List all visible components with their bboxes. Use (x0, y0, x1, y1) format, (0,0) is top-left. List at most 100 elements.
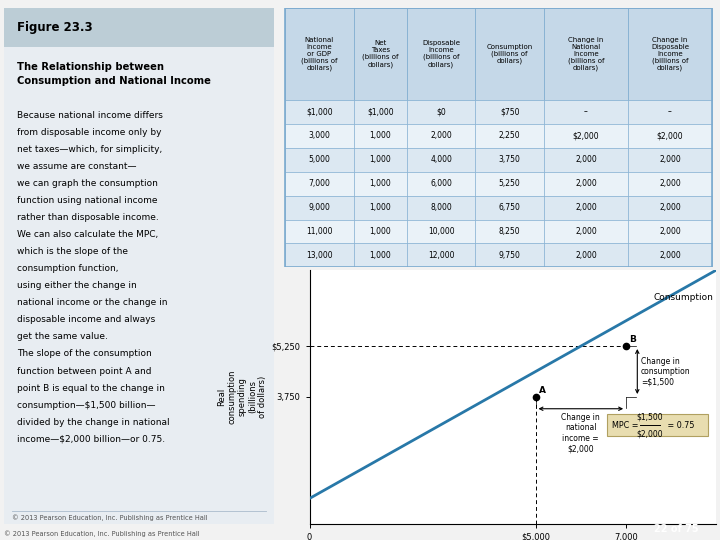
Bar (628, 8, 712, 100)
Text: 3,000: 3,000 (308, 131, 330, 140)
Bar (475, 244, 544, 267)
Text: Disposable
Income
(billions of
dollars): Disposable Income (billions of dollars) (422, 40, 460, 68)
Text: National
Income
or GDP
(billions of
dollars): National Income or GDP (billions of doll… (301, 37, 338, 71)
Text: 3,750: 3,750 (499, 156, 521, 164)
Text: 10,000: 10,000 (428, 227, 454, 236)
Bar (544, 244, 628, 267)
Text: Consumption: Consumption (653, 293, 713, 301)
Bar (354, 172, 407, 195)
Bar (475, 124, 544, 148)
Text: 2,000: 2,000 (659, 203, 681, 212)
Text: A: A (539, 386, 546, 395)
Text: $750: $750 (500, 107, 519, 117)
Text: 1,000: 1,000 (369, 131, 391, 140)
Text: 1,000: 1,000 (369, 251, 391, 260)
Bar (544, 220, 628, 244)
Bar (628, 244, 712, 267)
Text: $2,000: $2,000 (657, 131, 683, 140)
Text: 1,000: 1,000 (369, 227, 391, 236)
Bar (544, 100, 628, 124)
FancyBboxPatch shape (608, 415, 708, 436)
Text: 1,000: 1,000 (369, 156, 391, 164)
Text: $2,000: $2,000 (572, 131, 599, 140)
Text: 22 of 75: 22 of 75 (654, 524, 698, 534)
Text: Change in
consumption
=$1,500: Change in consumption =$1,500 (641, 356, 690, 387)
Text: The slope of the consumption: The slope of the consumption (17, 349, 152, 359)
Text: Net
Taxes
(billions of
dollars): Net Taxes (billions of dollars) (362, 40, 398, 68)
Bar (475, 148, 544, 172)
Text: rather than disposable income.: rather than disposable income. (17, 213, 159, 222)
Bar (285, 172, 354, 195)
Text: = 0.75: = 0.75 (665, 421, 694, 430)
Text: Figure 23.3: Figure 23.3 (17, 21, 93, 34)
Bar (285, 124, 354, 148)
Text: get the same value.: get the same value. (17, 333, 108, 341)
Bar (475, 195, 544, 220)
Text: income—$2,000 billion—or 0.75.: income—$2,000 billion—or 0.75. (17, 435, 165, 443)
Text: using either the change in: using either the change in (17, 281, 137, 291)
Bar (628, 195, 712, 220)
Bar (628, 100, 712, 124)
Bar (285, 220, 354, 244)
Text: divided by the change in national: divided by the change in national (17, 417, 170, 427)
Text: 9,750: 9,750 (499, 251, 521, 260)
Bar (285, 195, 354, 220)
Bar (407, 220, 475, 244)
Text: $1,000: $1,000 (306, 107, 333, 117)
Bar (407, 172, 475, 195)
Text: we can graph the consumption: we can graph the consumption (17, 179, 158, 188)
Text: national income or the change in: national income or the change in (17, 299, 168, 307)
Text: 2,250: 2,250 (499, 131, 521, 140)
Text: Because national income differs: Because national income differs (17, 111, 163, 120)
Text: Change in
national
income =
$2,000: Change in national income = $2,000 (562, 413, 600, 453)
Text: 2,000: 2,000 (575, 179, 597, 188)
Bar (407, 244, 475, 267)
Bar (354, 195, 407, 220)
Text: from disposable income only by: from disposable income only by (17, 129, 161, 137)
Text: 13,000: 13,000 (306, 251, 333, 260)
Text: We can also calculate the MPC,: We can also calculate the MPC, (17, 231, 158, 239)
Bar (628, 172, 712, 195)
Bar (544, 172, 628, 195)
Text: –: – (584, 107, 588, 117)
Bar (4, 8, 274, 47)
Bar (285, 244, 354, 267)
Bar (544, 8, 628, 100)
Text: $0: $0 (436, 107, 446, 117)
Text: The Relationship between
Consumption and National Income: The Relationship between Consumption and… (17, 62, 211, 86)
Text: 11,000: 11,000 (306, 227, 333, 236)
Text: 2,000: 2,000 (659, 179, 681, 188)
Text: 7,000: 7,000 (308, 179, 330, 188)
Text: Consumption
(billions of
dollars): Consumption (billions of dollars) (487, 44, 533, 64)
Text: consumption function,: consumption function, (17, 265, 119, 273)
Text: 2,000: 2,000 (575, 203, 597, 212)
Bar (285, 100, 354, 124)
Bar (475, 100, 544, 124)
Text: 2,000: 2,000 (575, 227, 597, 236)
Bar (354, 244, 407, 267)
Text: Change in
Disposable
Income
(billions of
dollars): Change in Disposable Income (billions of… (651, 37, 689, 71)
Bar (407, 124, 475, 148)
Text: 2,000: 2,000 (575, 251, 597, 260)
Text: Change in
National
Income
(billions of
dollars): Change in National Income (billions of d… (567, 37, 604, 71)
Bar (354, 100, 407, 124)
Text: $2,000: $2,000 (636, 430, 663, 438)
Text: 8,250: 8,250 (499, 227, 521, 236)
Bar (354, 220, 407, 244)
Text: 5,250: 5,250 (499, 179, 521, 188)
Bar (628, 148, 712, 172)
Text: disposable income and always: disposable income and always (17, 315, 156, 325)
Bar (628, 220, 712, 244)
Bar (407, 195, 475, 220)
Bar (544, 124, 628, 148)
Text: 4,000: 4,000 (430, 156, 452, 164)
Bar (354, 148, 407, 172)
Bar (475, 8, 544, 100)
Text: 6,750: 6,750 (499, 203, 521, 212)
Text: 2,000: 2,000 (659, 156, 681, 164)
Text: B: B (629, 335, 636, 344)
Text: function between point A and: function between point A and (17, 367, 152, 375)
Text: consumption—$1,500 billion—: consumption—$1,500 billion— (17, 401, 156, 409)
Text: $1,000: $1,000 (367, 107, 394, 117)
Text: net taxes—which, for simplicity,: net taxes—which, for simplicity, (17, 145, 162, 154)
